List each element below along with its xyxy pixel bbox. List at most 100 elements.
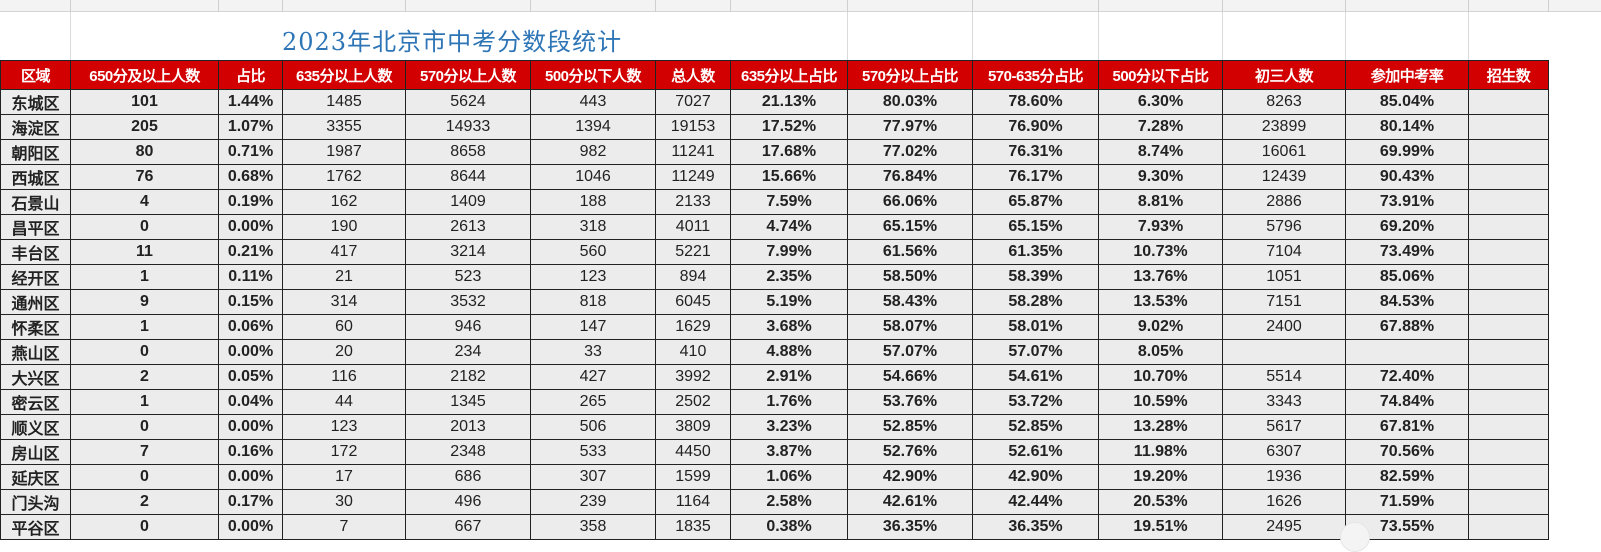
- ratio-cell[interactable]: 0.00%: [218, 339, 283, 365]
- ratio-cell[interactable]: 1.44%: [218, 89, 283, 115]
- pct-570-635-cell[interactable]: 78.60%: [972, 89, 1099, 115]
- pct-635-cell[interactable]: 3.87%: [730, 439, 848, 465]
- pct-500-cell[interactable]: 19.51%: [1098, 514, 1223, 540]
- enrollment-cell[interactable]: [1468, 514, 1549, 540]
- region-cell[interactable]: 延庆区: [0, 464, 71, 490]
- count-650-cell[interactable]: 0: [70, 214, 219, 240]
- count-635-cell[interactable]: 1762: [282, 164, 406, 190]
- pct-570-635-cell[interactable]: 52.61%: [972, 439, 1099, 465]
- grade3-cell[interactable]: [1222, 339, 1346, 365]
- count-635-cell[interactable]: 3355: [282, 114, 406, 140]
- count-500-cell[interactable]: 1046: [530, 164, 656, 190]
- pct-635-cell[interactable]: 17.68%: [730, 139, 848, 165]
- pct-570-635-cell[interactable]: 76.17%: [972, 164, 1099, 190]
- count-570-cell[interactable]: 3532: [405, 289, 531, 315]
- total-cell[interactable]: 3809: [655, 414, 731, 440]
- enrollment-cell[interactable]: [1468, 164, 1549, 190]
- total-cell[interactable]: 11241: [655, 139, 731, 165]
- count-650-cell[interactable]: 1: [70, 389, 219, 415]
- column-header[interactable]: 招生数: [1468, 60, 1549, 90]
- count-635-cell[interactable]: 30: [282, 489, 406, 515]
- pct-500-cell[interactable]: 7.93%: [1098, 214, 1223, 240]
- count-635-cell[interactable]: 172: [282, 439, 406, 465]
- count-570-cell[interactable]: 2613: [405, 214, 531, 240]
- pct-570-635-cell[interactable]: 36.35%: [972, 514, 1099, 540]
- count-500-cell[interactable]: 818: [530, 289, 656, 315]
- pct-635-cell[interactable]: 4.74%: [730, 214, 848, 240]
- pct-500-cell[interactable]: 10.59%: [1098, 389, 1223, 415]
- count-635-cell[interactable]: 60: [282, 314, 406, 340]
- grade3-cell[interactable]: 5514: [1222, 364, 1346, 390]
- ratio-cell[interactable]: 0.00%: [218, 514, 283, 540]
- pct-570-635-cell[interactable]: 61.35%: [972, 239, 1099, 265]
- count-500-cell[interactable]: 265: [530, 389, 656, 415]
- count-570-cell[interactable]: 8658: [405, 139, 531, 165]
- column-header[interactable]: 650分及以上人数: [70, 60, 219, 90]
- count-570-cell[interactable]: 496: [405, 489, 531, 515]
- grade3-cell[interactable]: 5796: [1222, 214, 1346, 240]
- pct-635-cell[interactable]: 5.19%: [730, 289, 848, 315]
- pct-635-cell[interactable]: 2.35%: [730, 264, 848, 290]
- enrollment-cell[interactable]: [1468, 189, 1549, 215]
- pct-500-cell[interactable]: 6.30%: [1098, 89, 1223, 115]
- grade3-cell[interactable]: 3343: [1222, 389, 1346, 415]
- pct-500-cell[interactable]: 10.73%: [1098, 239, 1223, 265]
- participation-rate-cell[interactable]: 73.91%: [1345, 189, 1469, 215]
- pct-635-cell[interactable]: 21.13%: [730, 89, 848, 115]
- grade3-cell[interactable]: 2400: [1222, 314, 1346, 340]
- ratio-cell[interactable]: 0.15%: [218, 289, 283, 315]
- count-650-cell[interactable]: 0: [70, 414, 219, 440]
- region-cell[interactable]: 门头沟: [0, 489, 71, 515]
- ratio-cell[interactable]: 0.68%: [218, 164, 283, 190]
- pct-635-cell[interactable]: 17.52%: [730, 114, 848, 140]
- region-cell[interactable]: 大兴区: [0, 364, 71, 390]
- region-cell[interactable]: 东城区: [0, 89, 71, 115]
- participation-rate-cell[interactable]: 90.43%: [1345, 164, 1469, 190]
- ratio-cell[interactable]: 1.07%: [218, 114, 283, 140]
- region-cell[interactable]: 平谷区: [0, 514, 71, 540]
- region-cell[interactable]: 顺义区: [0, 414, 71, 440]
- column-header[interactable]: 区域: [0, 60, 71, 90]
- column-header[interactable]: 570分以上占比: [847, 60, 973, 90]
- total-cell[interactable]: 1835: [655, 514, 731, 540]
- pct-570-cell[interactable]: 36.35%: [847, 514, 973, 540]
- enrollment-cell[interactable]: [1468, 289, 1549, 315]
- count-650-cell[interactable]: 11: [70, 239, 219, 265]
- region-cell[interactable]: 石景山: [0, 189, 71, 215]
- count-570-cell[interactable]: 3214: [405, 239, 531, 265]
- total-cell[interactable]: 19153: [655, 114, 731, 140]
- count-500-cell[interactable]: 560: [530, 239, 656, 265]
- grade3-cell[interactable]: 1936: [1222, 464, 1346, 490]
- ratio-cell[interactable]: 0.11%: [218, 264, 283, 290]
- pct-635-cell[interactable]: 3.68%: [730, 314, 848, 340]
- column-header[interactable]: 635分以上占比: [730, 60, 848, 90]
- count-500-cell[interactable]: 1394: [530, 114, 656, 140]
- count-650-cell[interactable]: 2: [70, 489, 219, 515]
- pct-635-cell[interactable]: 2.91%: [730, 364, 848, 390]
- pct-500-cell[interactable]: 9.02%: [1098, 314, 1223, 340]
- column-header[interactable]: 参加中考率: [1345, 60, 1469, 90]
- column-header[interactable]: 635分以上人数: [282, 60, 406, 90]
- count-650-cell[interactable]: 205: [70, 114, 219, 140]
- count-570-cell[interactable]: 1345: [405, 389, 531, 415]
- ratio-cell[interactable]: 0.71%: [218, 139, 283, 165]
- pct-500-cell[interactable]: 8.05%: [1098, 339, 1223, 365]
- pct-570-635-cell[interactable]: 58.28%: [972, 289, 1099, 315]
- participation-rate-cell[interactable]: 85.06%: [1345, 264, 1469, 290]
- region-cell[interactable]: 西城区: [0, 164, 71, 190]
- pct-570-cell[interactable]: 53.76%: [847, 389, 973, 415]
- count-635-cell[interactable]: 20: [282, 339, 406, 365]
- count-500-cell[interactable]: 506: [530, 414, 656, 440]
- count-570-cell[interactable]: 2182: [405, 364, 531, 390]
- pct-500-cell[interactable]: 7.28%: [1098, 114, 1223, 140]
- count-570-cell[interactable]: 523: [405, 264, 531, 290]
- sheet-title[interactable]: 2023年北京市中考分数段统计: [282, 28, 623, 56]
- grade3-cell[interactable]: 5617: [1222, 414, 1346, 440]
- pct-500-cell[interactable]: 13.76%: [1098, 264, 1223, 290]
- ratio-cell[interactable]: 0.00%: [218, 214, 283, 240]
- pct-570-635-cell[interactable]: 42.44%: [972, 489, 1099, 515]
- count-570-cell[interactable]: 5624: [405, 89, 531, 115]
- participation-rate-cell[interactable]: 85.04%: [1345, 89, 1469, 115]
- enrollment-cell[interactable]: [1468, 264, 1549, 290]
- pct-570-635-cell[interactable]: 65.15%: [972, 214, 1099, 240]
